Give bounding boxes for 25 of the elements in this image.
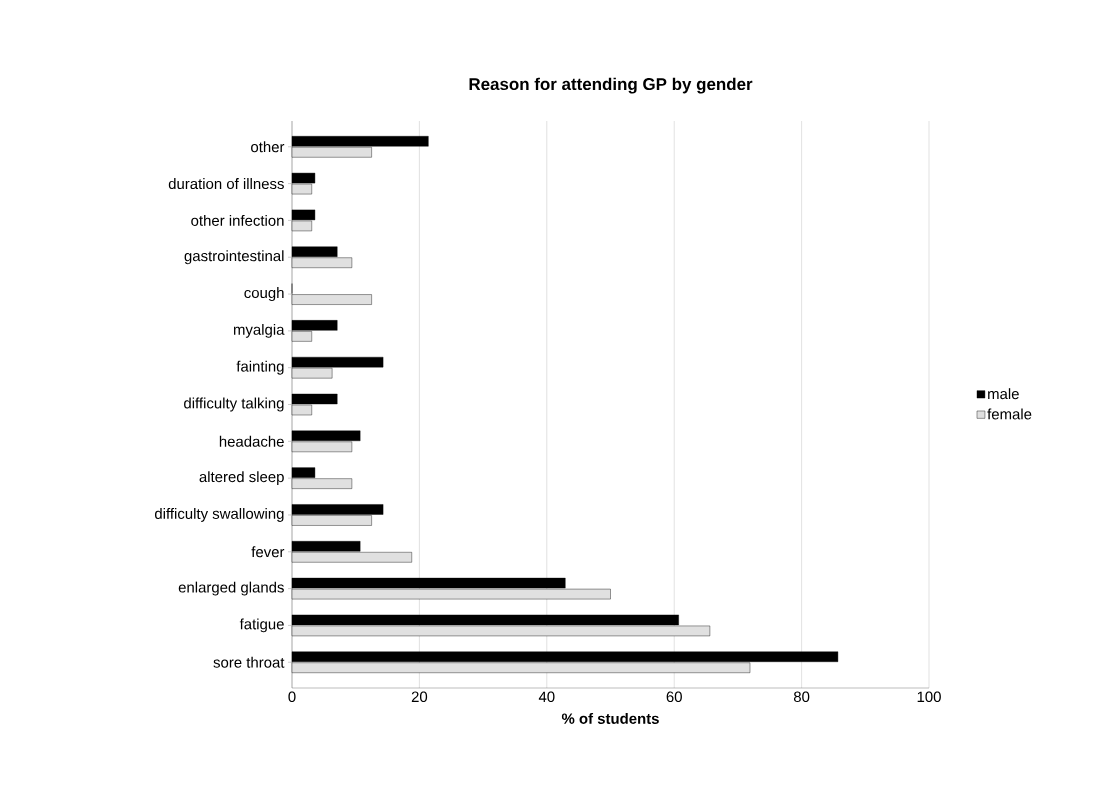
y-tick-label: altered sleep	[199, 471, 284, 486]
x-axis-title: % of students	[561, 712, 659, 724]
y-tick-label: difficulty swallowing	[154, 507, 284, 522]
chart-title: Reason for attending GP by gender	[469, 77, 753, 94]
y-tick-label: sore throat	[213, 656, 285, 668]
y-tick-label: enlarged glands	[178, 581, 284, 596]
x-tick-label: 80	[793, 691, 810, 703]
x-tick-label: 60	[666, 691, 682, 703]
legend-label: male	[988, 388, 1019, 400]
y-tick-label: fatigue	[239, 618, 284, 633]
x-tick-label: 0	[288, 691, 296, 703]
legend-label: female	[987, 408, 1032, 420]
y-tick-label: duration of illness	[168, 178, 284, 190]
x-tick-label: 20	[411, 691, 428, 703]
y-tick-label: fainting	[236, 360, 284, 375]
y-tick-label: cough	[244, 287, 284, 301]
y-tick-label: myalgia	[233, 323, 285, 338]
y-tick-label: gastrointestinal	[184, 250, 284, 265]
y-tick-label: other infection	[191, 214, 284, 226]
y-tick-label: headache	[219, 435, 284, 447]
y-tick-label: other	[251, 141, 285, 153]
y-tick-label: fever	[251, 546, 285, 558]
y-tick-label: difficulty talking	[184, 397, 284, 412]
x-tick-label: 40	[538, 691, 555, 703]
x-tick-label: 100	[917, 691, 941, 703]
